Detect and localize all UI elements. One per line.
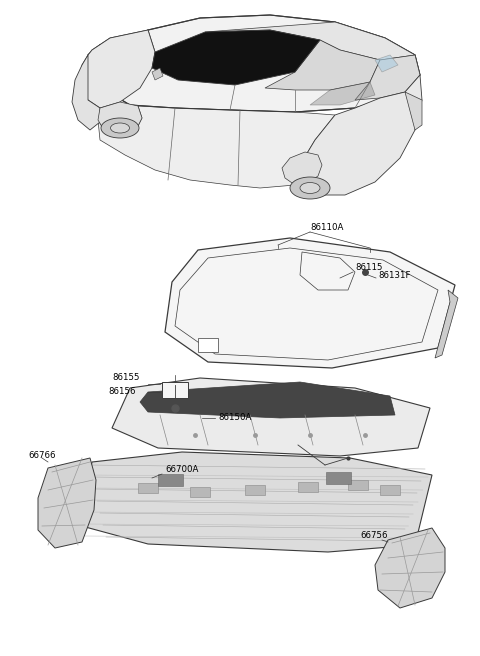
Ellipse shape [300, 182, 320, 194]
Polygon shape [112, 378, 430, 456]
Polygon shape [310, 82, 375, 105]
Polygon shape [80, 30, 155, 108]
Bar [348, 480, 368, 490]
Text: 66766: 66766 [28, 451, 56, 459]
Polygon shape [98, 106, 335, 188]
Text: 66756: 66756 [360, 531, 387, 539]
Bar [190, 487, 210, 497]
Polygon shape [375, 55, 398, 72]
Bar [138, 483, 158, 493]
Bar [380, 485, 400, 495]
Ellipse shape [110, 123, 130, 133]
Polygon shape [98, 102, 142, 135]
Polygon shape [375, 528, 445, 608]
Bar [245, 485, 265, 495]
Bar [198, 338, 218, 352]
Ellipse shape [101, 118, 139, 138]
Bar [158, 474, 183, 486]
Text: 86110A: 86110A [310, 224, 343, 232]
Bar [298, 482, 318, 492]
Polygon shape [78, 452, 432, 552]
Polygon shape [295, 75, 422, 195]
Bar [162, 382, 188, 398]
Text: 86150A: 86150A [218, 413, 252, 422]
Polygon shape [165, 238, 455, 368]
Polygon shape [205, 22, 415, 60]
Polygon shape [265, 40, 380, 90]
Polygon shape [140, 382, 395, 418]
Ellipse shape [290, 177, 330, 199]
Polygon shape [72, 55, 100, 130]
Text: 86156: 86156 [108, 388, 135, 396]
Polygon shape [282, 152, 322, 185]
Text: 66700A: 66700A [165, 466, 198, 474]
Polygon shape [88, 15, 420, 112]
Polygon shape [355, 55, 420, 100]
Text: 86155: 86155 [112, 373, 140, 382]
Polygon shape [405, 92, 422, 130]
Polygon shape [435, 290, 458, 358]
Text: 86131F: 86131F [378, 270, 410, 279]
Bar [326, 472, 351, 484]
Text: 86115: 86115 [355, 264, 383, 272]
Polygon shape [152, 68, 163, 80]
Polygon shape [38, 458, 96, 548]
Polygon shape [88, 30, 155, 68]
Polygon shape [152, 30, 320, 85]
